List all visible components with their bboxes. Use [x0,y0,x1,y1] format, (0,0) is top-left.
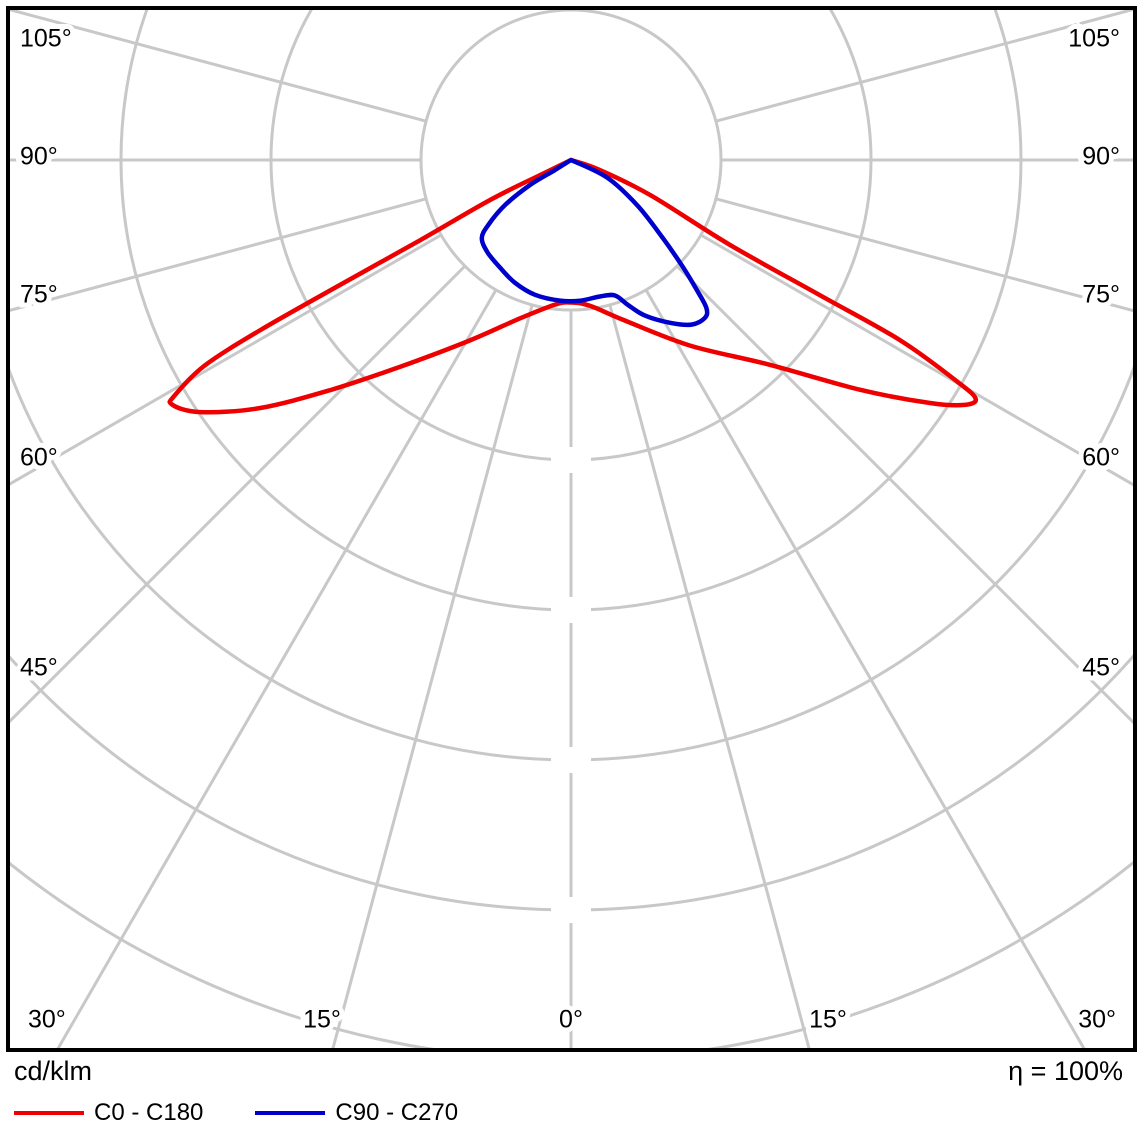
angle-label: 60° [1082,444,1120,472]
grid-radial-line [715,197,1133,313]
grid-radial-line [676,265,1133,725]
grid-radial-line [715,10,1133,123]
grid-radial-line [56,289,498,1048]
angle-label: 90° [20,143,58,171]
axis-value-gap [551,447,591,473]
grid-radial-line [608,304,811,1048]
legend-line-c0-c180-swatch [14,1111,84,1115]
angle-label: 30° [28,1006,66,1034]
legend-label-c0-c180: C0 - C180 [94,1099,204,1126]
angle-label: 105° [20,25,72,53]
angle-label: 75° [1082,281,1120,309]
angle-label: 0° [559,1006,583,1034]
legend: C0 - C180 C90 - C270 [0,1087,1143,1127]
curve-c90-c270 [479,157,710,328]
angle-label: 45° [1082,654,1120,682]
angle-label: 15° [809,1006,847,1034]
grid-radial-line [10,197,427,312]
axis-value-gap [551,597,591,623]
angle-label: 15° [303,1006,341,1034]
grid-radial-line [10,10,427,123]
footer-row: cd/klm η = 100% [0,1052,1143,1087]
curve-c0-c180 [167,157,979,415]
efficiency-label: η = 100% [1008,1056,1123,1086]
angle-label: 45° [20,654,58,682]
legend-item-c0-c180: C0 - C180 [14,1099,203,1127]
chart-footer: cd/klm η = 100% C0 - C180 C90 - C270 [0,1052,1143,1143]
grid-radial-line [10,233,442,486]
axis-value-gap [551,747,591,773]
angle-label: 105° [1068,25,1120,53]
angle-label: 60° [20,444,58,472]
angle-label: 75° [20,281,58,309]
grid-radial-line [644,289,1086,1048]
grid-radial-line [10,265,466,724]
grid-radial-line [331,304,534,1048]
axis-value-gap [551,897,591,923]
angle-label: 30° [1078,1006,1116,1034]
legend-line-c90-c270-swatch [255,1111,326,1115]
plot-border [6,6,1137,1052]
legend-label-c90-c270: C90 - C270 [335,1099,459,1126]
grid-radial-line [700,233,1133,487]
legend-item-c90-c270: C90 - C270 [255,1099,458,1127]
unit-label: cd/klm [14,1056,93,1086]
angle-label: 90° [1082,143,1120,171]
